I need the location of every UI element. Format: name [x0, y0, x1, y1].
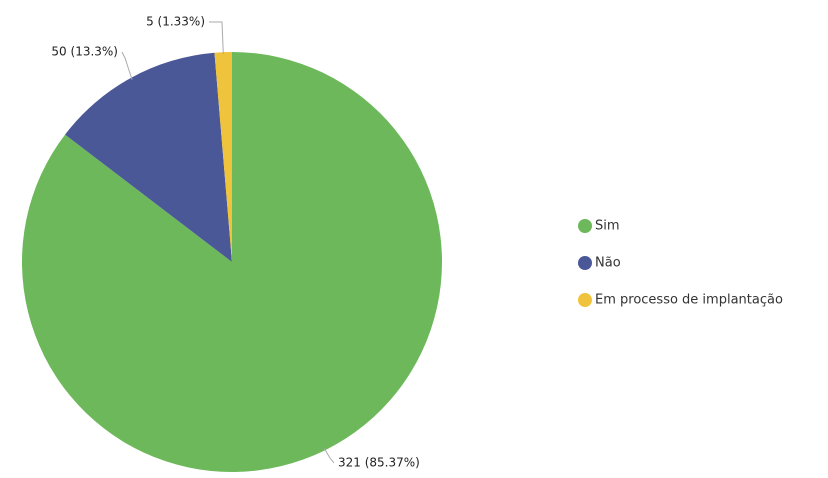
pie-slice: [65, 52, 232, 262]
leader-line: [121, 51, 133, 80]
leader-line: [323, 448, 335, 464]
data-label: 50 (13.3%): [51, 45, 118, 59]
legend-label: Em processo de implantação: [595, 293, 783, 308]
legend-marker: [578, 219, 592, 233]
legend-label: Não: [595, 256, 621, 271]
legend-marker: [578, 256, 592, 270]
pie-slice: [21, 52, 442, 473]
leader-line: [209, 21, 224, 55]
pie-slice: [214, 52, 232, 262]
legend-label: Sim: [595, 219, 620, 234]
data-label: 5 (1.33%): [146, 15, 205, 29]
data-label: 321 (85.37%): [338, 456, 420, 470]
legend-marker: [578, 293, 592, 307]
